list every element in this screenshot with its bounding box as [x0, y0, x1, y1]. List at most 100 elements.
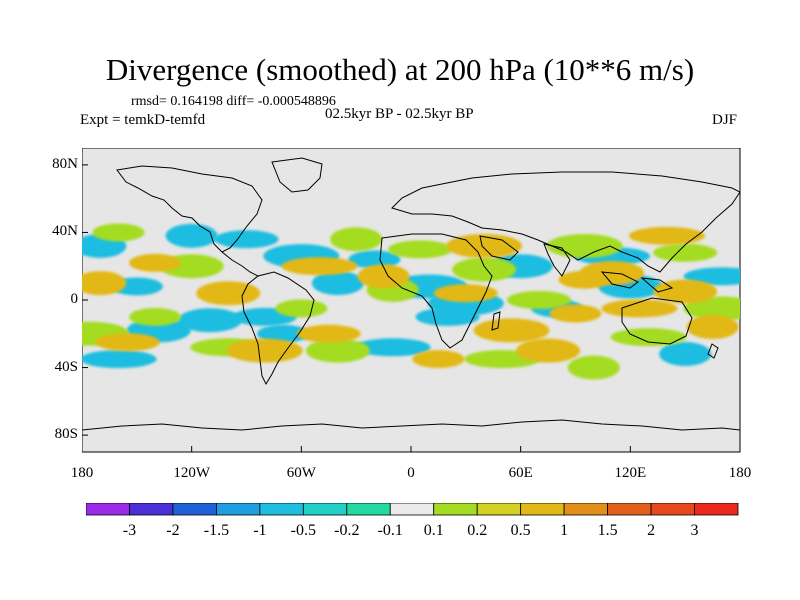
colorbar-box [86, 503, 130, 516]
weak-positive-divergence-area [452, 257, 517, 282]
negative-divergence-area [214, 230, 279, 249]
weak-positive-divergence-area [129, 307, 182, 326]
positive-divergence-area [196, 281, 261, 306]
positive-divergence-area [516, 338, 581, 363]
colorbar-box [389, 503, 435, 516]
latitude-label: 0 [70, 291, 79, 307]
longitude-label: 120E [614, 465, 647, 481]
coast-new-zealand [707, 343, 719, 359]
positive-divergence-area [653, 279, 718, 304]
colorbar-box [520, 503, 565, 516]
rmsd-value: rmsd= 0.164198 [131, 94, 223, 109]
experiment-label: Expt = temkD-temfd [80, 112, 206, 128]
latitude-axis [82, 164, 88, 436]
colorbar-box [433, 503, 478, 516]
weak-positive-divergence-area [275, 299, 328, 318]
latitude-label: 80S [54, 426, 78, 443]
positive-divergence-area [296, 324, 361, 343]
colorbar-label: -3 [123, 522, 136, 539]
negative-divergence-area [177, 308, 242, 333]
latitude-label: 40N [52, 223, 78, 240]
positive-divergence-area [686, 315, 739, 340]
negative-divergence-area [257, 324, 310, 343]
coast-se-asia-islands [600, 271, 674, 293]
weak-positive-divergence-area [567, 355, 620, 380]
positive-divergence-area [129, 253, 182, 272]
coast-south-america [241, 271, 315, 386]
colorbar-box [650, 503, 695, 516]
diff-value: diff= -0.000548896 [226, 94, 336, 109]
colorbar-label: -0.5 [291, 522, 316, 539]
coast-europe-asia [391, 171, 740, 273]
negative-divergence-area [659, 342, 712, 367]
weak-positive-divergence-area [330, 227, 383, 252]
colorbar-label: -1 [253, 522, 266, 539]
positive-divergence-area [95, 333, 160, 352]
weak-positive-divergence-area [653, 243, 718, 262]
weak-positive-divergence-area [506, 291, 571, 309]
colorbar-label: -1.5 [204, 522, 229, 539]
longitude-label: 0 [407, 465, 415, 481]
positive-divergence-area [473, 318, 550, 343]
negative-divergence-area [348, 250, 401, 269]
negative-divergence-area [354, 338, 431, 357]
colorbar-box [694, 503, 739, 516]
colorbar-label: 2 [647, 522, 655, 539]
positive-divergence-area [601, 299, 678, 318]
colorbar-label: 0.1 [424, 522, 444, 539]
colorbar-box [172, 503, 217, 516]
positive-divergence-area [558, 270, 611, 289]
latitude-label: 80N [52, 155, 78, 172]
weak-positive-divergence-area [92, 223, 145, 242]
positive-divergence-area [412, 350, 465, 369]
negative-divergence-area [165, 223, 218, 248]
longitude-label: 60E [508, 465, 533, 481]
weak-positive-divergence-area [546, 233, 623, 258]
positive-divergence-area [82, 271, 127, 296]
negative-divergence-area [82, 350, 157, 369]
colorbar-label: 0.5 [511, 522, 531, 539]
coast-australia [621, 297, 693, 345]
season-label: DJF [712, 112, 738, 128]
colorbar-box [215, 503, 261, 516]
colorbar-label: 3 [691, 522, 699, 539]
colorbar-label: 1.5 [598, 522, 618, 539]
colorbar-boxes [86, 503, 739, 516]
period-label: 02.5kyr BP - 02.5kyr BP [325, 106, 474, 122]
stats-text: rmsd= 0.164198 diff= -0.000548896 [131, 94, 336, 110]
longitude-axis [82, 446, 741, 452]
divergence-map [82, 148, 741, 453]
positive-divergence-area [433, 284, 498, 303]
coast-greenland [271, 157, 323, 193]
positive-divergence-area [549, 304, 602, 323]
colorbar-labels: -3 -2 -1.5 -1 -0.5 -0.2 -0.1 0.1 0.2 0.5 1 1.5 2 3 [123, 522, 699, 539]
positive-divergence-area [226, 338, 303, 363]
colorbar-box [259, 503, 304, 516]
coast-arabia [479, 235, 519, 261]
coastlines [82, 157, 740, 431]
colorbar-label: -0.2 [334, 522, 359, 539]
longitude-label: 180 [70, 465, 94, 481]
longitude-label: 120W [173, 465, 210, 481]
divergence-field [82, 223, 740, 380]
colorbar-box [563, 503, 608, 516]
longitude-label: 180 [728, 465, 752, 481]
weak-positive-divergence-area [388, 240, 453, 259]
colorbar-label: 1 [560, 522, 568, 539]
positive-divergence-area [357, 264, 410, 289]
colorbar: -3 -2 -1.5 -1 -0.5 -0.2 -0.1 0.1 0.2 0.5 1 1.5 2 3 [86, 503, 739, 539]
positive-divergence-area [281, 257, 358, 276]
colorbar-label: 0.2 [467, 522, 487, 539]
coast-madagascar [491, 311, 501, 331]
longitude-label: 60W [286, 465, 316, 481]
weak-positive-divergence-area [305, 338, 370, 363]
colorbar-box [476, 503, 522, 516]
weak-positive-divergence-area [610, 328, 687, 347]
colorbar-label: -0.1 [378, 522, 403, 539]
coast-africa [379, 233, 493, 349]
chart-title: Divergence (smoothed) at 200 hPa (10**6 … [105, 52, 695, 87]
coast-central-america [221, 251, 259, 277]
coast-india [543, 243, 571, 277]
colorbar-label: -2 [166, 522, 179, 539]
colorbar-box [302, 503, 348, 516]
